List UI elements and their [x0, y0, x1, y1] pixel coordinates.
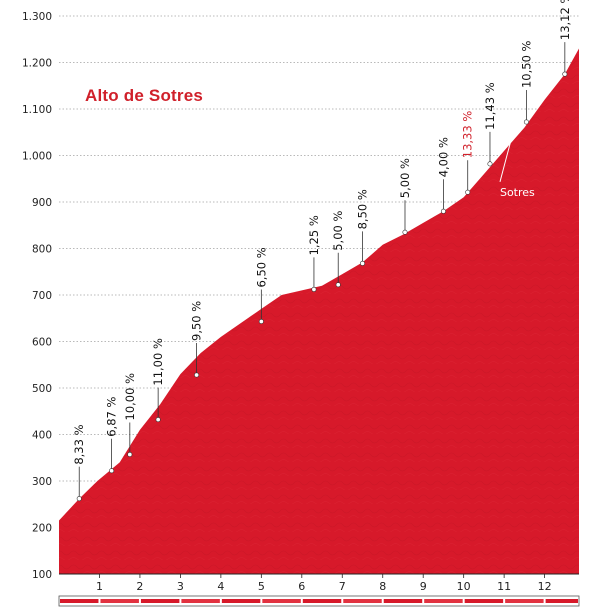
km-segment — [505, 599, 544, 603]
y-tick-label: 800 — [32, 244, 52, 256]
annotation-dot — [155, 417, 161, 423]
y-tick-label: 600 — [32, 337, 52, 349]
x-tick-label: 9 — [420, 580, 427, 593]
annotation-dot — [562, 71, 568, 77]
y-tick-label: 1.000 — [22, 151, 52, 163]
annotation-dot — [402, 229, 408, 235]
x-tick-label: 5 — [258, 580, 265, 593]
km-segment — [424, 599, 463, 603]
x-axis: 1 2 3 4 5 6 7 8 9 10 11 12 — [59, 573, 579, 593]
annotation-dot — [194, 372, 200, 378]
gradient-label: 13,33 % — [461, 111, 475, 159]
annotation-dot — [76, 496, 82, 502]
x-tick-label: 12 — [538, 580, 552, 593]
y-tick-label: 1.300 — [22, 11, 52, 23]
km-segment — [181, 599, 220, 603]
x-tick-label: 1 — [96, 580, 103, 593]
km-segment — [221, 599, 261, 603]
annotation-dot — [487, 161, 493, 167]
annotation-dot — [109, 468, 115, 474]
place-label: Sotres — [500, 186, 535, 199]
annotation-dot — [440, 208, 446, 214]
x-tick-label: 6 — [298, 580, 305, 593]
gradient-label: 6,50 % — [254, 247, 268, 287]
gradient-label: 10,00 % — [123, 373, 137, 421]
km-segment — [464, 599, 504, 603]
y-tick-label: 100 — [32, 569, 52, 581]
km-segment — [383, 599, 423, 603]
gradient-label: 5,00 % — [331, 211, 345, 251]
km-segment — [60, 599, 99, 603]
annotation-dot — [335, 282, 341, 288]
annotation-dot — [465, 189, 471, 195]
place-labels: Sotres — [499, 128, 535, 199]
x-tick-label: 3 — [177, 580, 184, 593]
y-axis-labels: 1.300 1.200 1.100 1.000 900 800 700 600 500 400 30… — [22, 11, 52, 581]
gradient-label: 9,50 % — [190, 301, 204, 341]
y-tick-label: 1.200 — [22, 58, 52, 70]
x-tick-label: 10 — [457, 580, 471, 593]
km-segment — [140, 599, 180, 603]
km-segment — [262, 599, 301, 603]
y-tick-label: 200 — [32, 523, 52, 535]
annotation-dot — [523, 119, 529, 125]
annotation-dot — [311, 286, 317, 292]
y-tick-label: 500 — [32, 383, 52, 395]
gradient-label: 10,50 % — [519, 40, 533, 88]
x-tick-label: 2 — [136, 580, 143, 593]
gradient-label: 8,33 % — [72, 424, 86, 464]
gradient-label: 4,00 % — [436, 137, 450, 177]
annotation-dot — [258, 319, 264, 325]
km-segment — [100, 599, 139, 603]
y-tick-label: 1.100 — [22, 104, 52, 116]
gradient-label: 13,12 % — [558, 0, 572, 40]
x-tick-label: 8 — [379, 580, 386, 593]
place-leader — [499, 128, 515, 182]
x-tick-label: 4 — [217, 580, 224, 593]
kilometer-bar — [58, 595, 580, 607]
gradient-label: 1,25 % — [307, 215, 321, 255]
x-tick-label: 11 — [497, 580, 511, 593]
x-tick-label: 7 — [339, 580, 346, 593]
gradient-label: 11,00 % — [151, 338, 165, 386]
y-tick-label: 400 — [32, 430, 52, 442]
elevation-area-texture — [59, 48, 579, 574]
gradient-label: 5,00 % — [398, 158, 412, 198]
km-segment — [343, 599, 382, 603]
y-tick-label: 300 — [32, 476, 52, 488]
y-tick-label: 900 — [32, 197, 52, 209]
annotation-dot — [360, 260, 366, 266]
km-segment — [545, 599, 578, 603]
gradient-annotations: 8,33 % 6,87 % 10,00 % 11,00 % 9,50 % 6,50 % 1,… — [72, 0, 572, 502]
y-tick-label: 700 — [32, 290, 52, 302]
km-segment — [302, 599, 342, 603]
chart-title: Alto de Sotres — [85, 86, 204, 105]
gradient-label: 11,43 % — [483, 82, 497, 130]
annotation-dot — [127, 451, 133, 457]
gradient-label: 8,50 % — [356, 189, 370, 229]
gradient-label: 6,87 % — [105, 397, 119, 437]
